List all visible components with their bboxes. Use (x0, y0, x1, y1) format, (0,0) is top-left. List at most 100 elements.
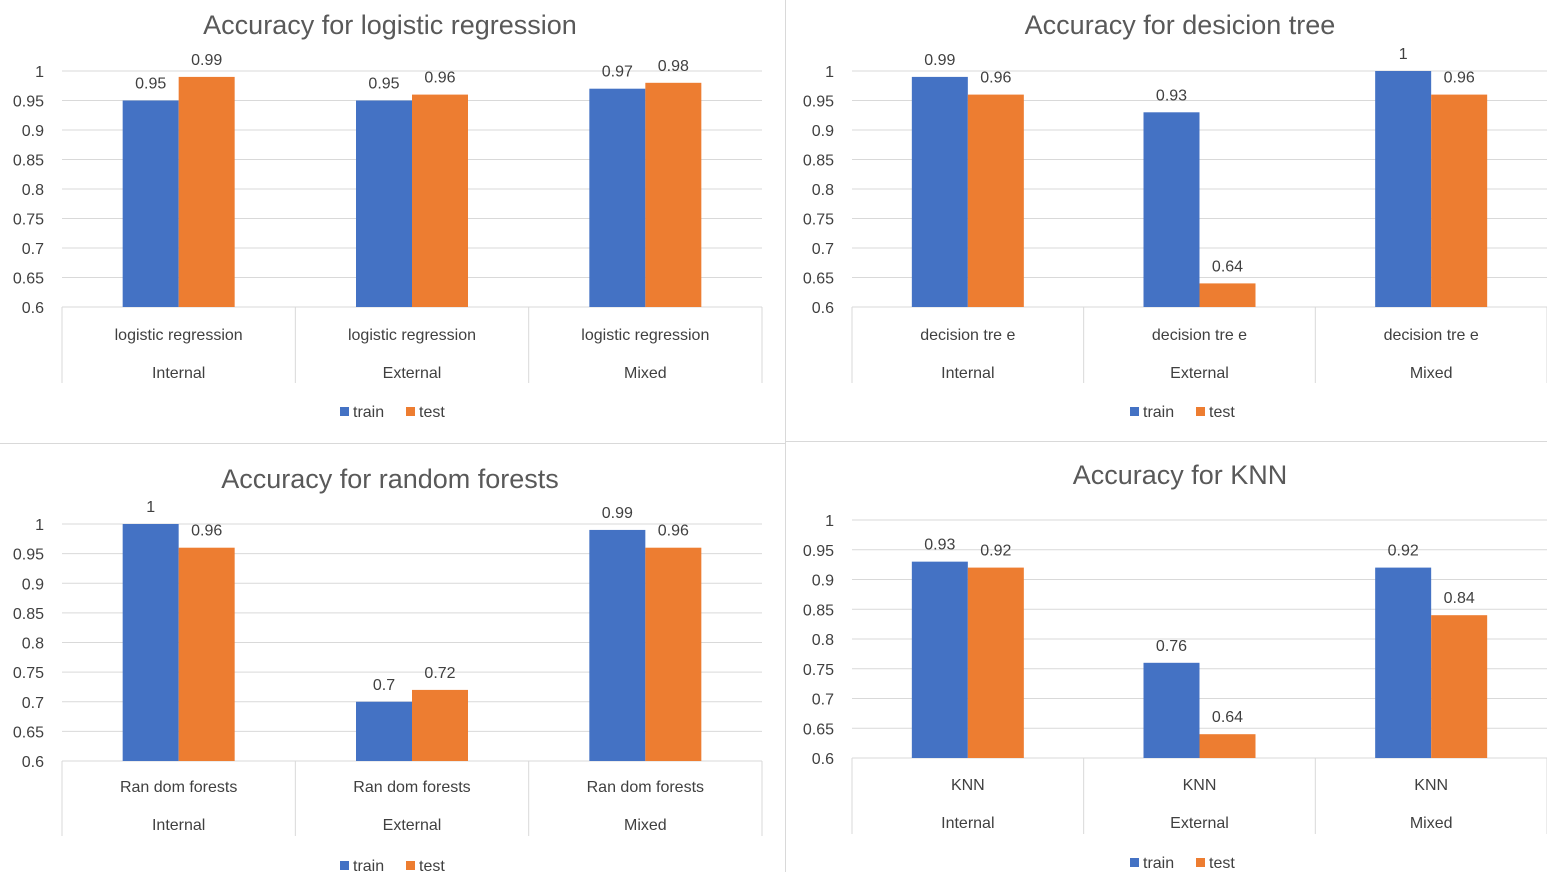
y-tick-label: 0.95 (13, 94, 44, 111)
data-label: 0.99 (191, 52, 222, 69)
chart-panel-decision-tree: Accuracy for desicion tree 1 0.95 0.9 0.85 0.… (790, 0, 1547, 436)
y-tick-label: 0.95 (803, 94, 834, 111)
y-tick-label: 0.65 (13, 724, 44, 741)
horizontal-divider-right (786, 441, 1547, 442)
bar-test (412, 689, 468, 761)
y-tick-label: 0.85 (803, 153, 834, 170)
chart-random-forests: Accuracy for random forests 1 0.95 0.9 0.85 0… (13, 464, 763, 872)
data-label: 0.96 (1444, 70, 1475, 87)
legend-label-train: train (353, 858, 384, 872)
bar-train (1143, 662, 1200, 758)
bar-train (122, 100, 179, 307)
data-label: 0.97 (602, 64, 633, 81)
category-group-label: Mixed (1410, 815, 1453, 832)
y-tick-label: 1 (825, 513, 834, 530)
bar-test (1431, 615, 1488, 758)
legend-swatch-test (406, 861, 415, 870)
y-tick-label: 0.9 (812, 123, 834, 140)
data-label: 0.99 (602, 505, 633, 522)
data-label: 0.93 (924, 537, 955, 554)
bar-train (589, 529, 646, 761)
bar-test (645, 547, 702, 761)
chart-decision-tree: Accuracy for desicion tree 1 0.95 0.9 0.85 0.… (803, 10, 1547, 421)
y-tick-label: 0.85 (803, 602, 834, 619)
y-tick-label: 0.65 (13, 271, 44, 288)
bar-train (356, 100, 412, 307)
y-tick-label: 0.85 (13, 153, 44, 170)
category-group-label: External (1170, 815, 1229, 832)
category-group-label: Internal (941, 815, 994, 832)
data-label: 1 (146, 499, 155, 516)
chart-title: Accuracy for logistic regression (203, 10, 577, 40)
bar-test (1199, 734, 1256, 758)
category-group-label: Internal (152, 365, 205, 382)
y-tick-label: 0.9 (22, 123, 44, 140)
category-group-label: External (383, 365, 442, 382)
data-label: 0.76 (1156, 638, 1187, 655)
y-tick-label: 0.75 (13, 665, 44, 682)
category-label: logistic regression (115, 327, 243, 344)
legend-label-test: test (1209, 404, 1235, 421)
y-tick-label: 0.95 (13, 547, 44, 564)
y-tick-label: 0.75 (803, 662, 834, 679)
bar-test (178, 76, 235, 308)
category-label: KNN (1414, 777, 1448, 794)
data-label: 0.99 (924, 52, 955, 69)
chart-title: Accuracy for desicion tree (1025, 10, 1336, 40)
chart-title: Accuracy for KNN (1073, 460, 1288, 490)
bar-train (1375, 71, 1432, 307)
data-label: 0.98 (658, 58, 689, 75)
data-label: 0.64 (1212, 258, 1243, 275)
legend-swatch-test (1196, 407, 1205, 416)
bar-test (967, 567, 1024, 758)
data-label: 0.95 (368, 76, 399, 93)
chart-panel-random-forests: Accuracy for random forests 1 0.95 0.9 0.85 0… (0, 446, 773, 882)
category-group-label: External (1170, 365, 1229, 382)
bar-train (911, 561, 968, 758)
category-group-label: Mixed (1410, 365, 1453, 382)
y-tick-label: 1 (825, 64, 834, 81)
legend-swatch-train (340, 407, 349, 416)
y-tick-label: 1 (35, 64, 44, 81)
legend-label-test: test (1209, 855, 1235, 872)
y-tick-label: 0.95 (803, 543, 834, 560)
data-label: 0.64 (1212, 709, 1243, 726)
legend-label-test: test (419, 404, 445, 421)
bar-test (178, 547, 235, 761)
category-group-label: Mixed (624, 817, 667, 834)
legend-label-test: test (419, 858, 445, 872)
chart-knn: Accuracy for KNN 1 0.95 0.9 0.85 0.8 0.75 0.7 0.… (803, 460, 1547, 872)
category-label: decision tre e (1384, 327, 1479, 344)
legend-label-train: train (1143, 855, 1174, 872)
category-group-label: Internal (941, 365, 994, 382)
category-group-label: External (383, 817, 442, 834)
y-tick-label: 1 (35, 517, 44, 534)
horizontal-divider-left (0, 443, 785, 444)
y-tick-label: 0.8 (812, 632, 834, 649)
data-label: 0.7 (373, 677, 395, 694)
data-label: 0.93 (1156, 87, 1187, 104)
y-tick-label: 0.9 (812, 573, 834, 590)
legend-swatch-train (1130, 407, 1139, 416)
legend-swatch-test (1196, 858, 1205, 867)
chart-panel-logistic-regression: Accuracy for logistic regression 1 0.95 0.9… (0, 0, 773, 436)
category-label: KNN (951, 777, 985, 794)
category-label: logistic regression (581, 327, 709, 344)
bar-train (589, 88, 646, 307)
bar-train (1143, 112, 1200, 307)
category-label: Ran dom forests (587, 779, 704, 796)
bar-train (122, 524, 179, 761)
data-label: 0.92 (980, 543, 1011, 560)
y-tick-label: 0.6 (22, 754, 44, 771)
y-tick-label: 0.6 (812, 300, 834, 317)
category-label: Ran dom forests (353, 779, 470, 796)
bar-train (356, 701, 412, 761)
y-tick-label: 0.65 (803, 271, 834, 288)
y-tick-label: 0.7 (812, 692, 834, 709)
legend-label-train: train (1143, 404, 1174, 421)
y-tick-label: 0.8 (812, 182, 834, 199)
legend-swatch-test (406, 407, 415, 416)
y-tick-label: 0.8 (22, 182, 44, 199)
data-label: 0.92 (1388, 543, 1419, 560)
y-tick-label: 0.75 (13, 212, 44, 229)
